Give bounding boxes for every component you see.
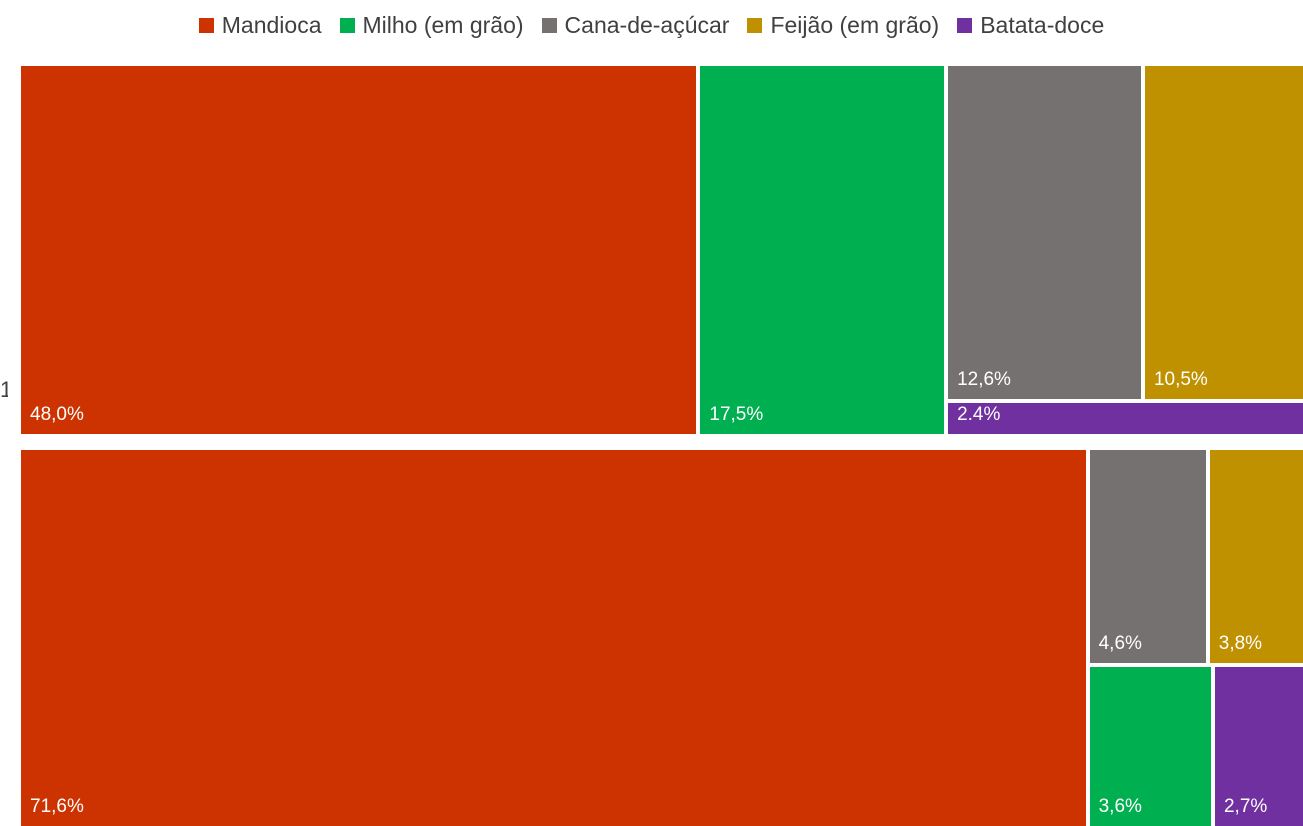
treemap-label-cana-de-acucar-1: 12,6% [957, 368, 1011, 390]
group-label: 1 [0, 377, 8, 402]
legend-label-cana: Cana-de-açúcar [564, 11, 730, 38]
legend-item-batata: Batata-doce [957, 12, 1104, 39]
legend-item-mandioca: Mandioca [198, 11, 322, 39]
legend-swatch-cana [541, 17, 557, 33]
legend-swatch-milho [339, 17, 355, 33]
treemap-label-feijao-em-grao-1: 10,5% [1153, 368, 1208, 390]
treemap-label-batata-doce-2: 2,7% [1223, 795, 1268, 817]
legend-item-milho: Milho (em grão) [339, 11, 524, 39]
treemap-label-feijao-em-grao-2: 3,8% [1218, 633, 1263, 655]
legend-swatch-mandioca [198, 17, 214, 33]
legend-item-cana: Cana-de-açúcar [541, 11, 730, 39]
treemap-tile-mandioca-2: 71,6% [21, 450, 1086, 826]
chart-legend: Mandioca Milho (em grão) Cana-de-açúcar … [0, 8, 1303, 42]
treemap-tile-cana-de-acucar-1: 12,6% [948, 66, 1141, 399]
treemap-tile-mandioca-1: 48,0% [21, 66, 697, 434]
legend-swatch-batata [957, 17, 973, 33]
treemap-label-batata-doce-1: 2.4% [957, 403, 1001, 425]
treemap-tile-batata-doce-2: 2,7% [1214, 667, 1303, 826]
legend-label-feijao: Feijão (em grão) [770, 11, 940, 38]
treemap-tile-cana-de-acucar-2: 4,6% [1089, 450, 1206, 664]
treemap-tile-milho-em-grao-1: 17,5% [700, 66, 945, 434]
treemap-tile-batata-doce-1: 2.4% [948, 402, 1303, 434]
treemap-tile-feijao-em-grao-2: 3,8% [1209, 450, 1303, 664]
treemap-label-cana-de-acucar-2: 4,6% [1098, 633, 1142, 655]
treemap-label-mandioca-2: 71,6% [30, 796, 84, 817]
legend-label-batata: Batata-doce [980, 11, 1105, 38]
legend-item-feijao: Feijão (em grão) [747, 12, 939, 39]
treemap-label-milho-em-grao-2: 3,6% [1098, 795, 1142, 817]
treemap-label-milho-em-grao-1: 17,5% [709, 404, 764, 425]
legend-swatch-feijao [747, 17, 763, 33]
treemap-tile-feijao-em-grao-1: 10,5% [1144, 66, 1303, 399]
legend-label-mandioca: Mandioca [221, 11, 322, 38]
treemap-tile-milho-em-grao-2: 3,6% [1089, 667, 1211, 826]
treemap-label-mandioca-1: 48,0% [30, 404, 84, 425]
legend-label-milho: Milho (em grão) [362, 11, 524, 38]
